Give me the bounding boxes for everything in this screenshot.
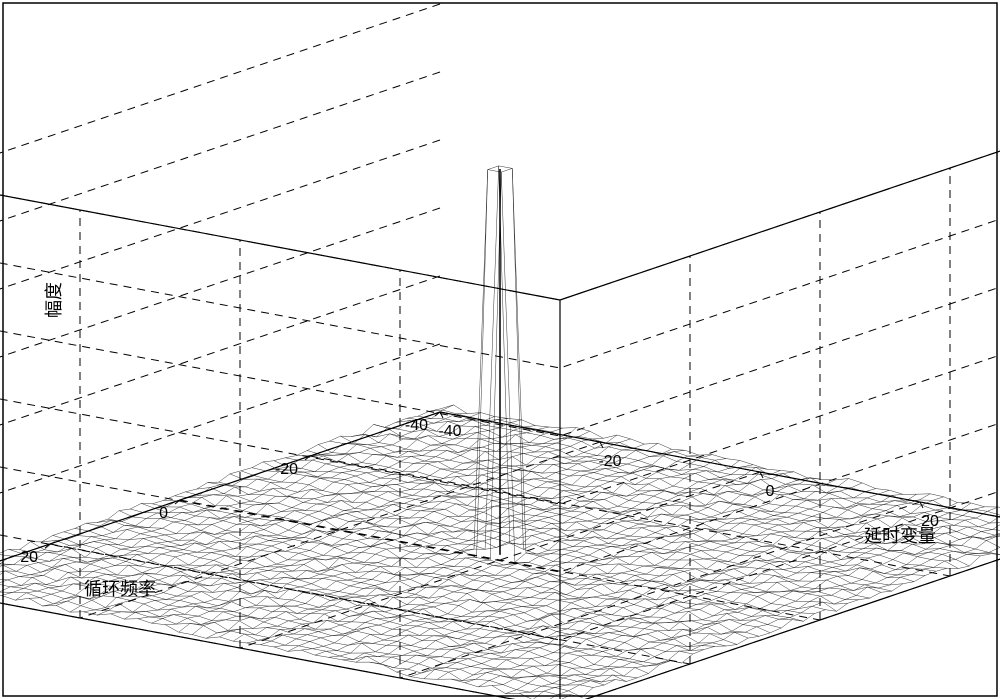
x-tick-label: -20 [598, 453, 621, 470]
x-tick-label: -40 [438, 423, 461, 440]
floor-x-grid [0, 412, 440, 588]
plot-container: 00.0020.0040.0060.0080.010.012-40-200204… [0, 0, 1000, 699]
z-axis-label: 幅度 [44, 282, 64, 318]
floor-y-grid [50, 544, 690, 664]
x-axis-label: 延时变量 [864, 526, 936, 546]
plot-svg: 00.0020.0040.0060.0080.010.012-40-200204… [0, 0, 1000, 699]
x-tick-label: 0 [766, 483, 775, 500]
top-back-edge [0, 180, 560, 300]
y-axis-label: 循环频率 [84, 579, 156, 599]
y-tick-label: -20 [275, 461, 298, 478]
y-tick-label: 0 [159, 505, 168, 522]
y-tick-label: 20 [20, 549, 38, 566]
top-right-edge [560, 124, 1000, 300]
y-tick-label: -40 [405, 417, 428, 434]
